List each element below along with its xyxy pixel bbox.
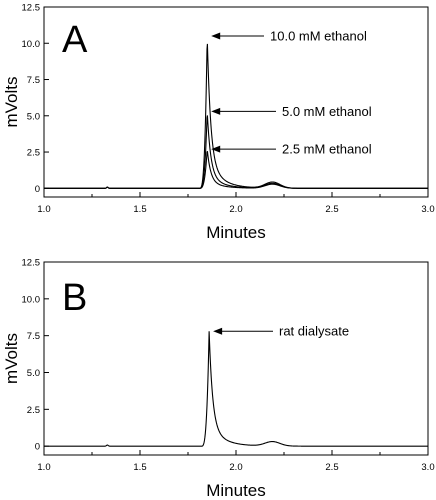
x-tick-label: 2.0 — [229, 204, 242, 215]
y-tick-label: 12.5 — [22, 3, 41, 14]
annotation-arrowhead — [213, 328, 222, 335]
y-tick-label: 2.5 — [27, 405, 40, 416]
x-axis-title: Minutes — [206, 481, 266, 500]
x-tick-label: 2.0 — [229, 462, 242, 473]
y-tick-label: 5.0 — [27, 111, 40, 122]
plot-frame — [44, 7, 428, 197]
x-tick-label: 1.5 — [133, 204, 146, 215]
y-axis-title: mVolts — [2, 333, 21, 384]
annotation-label: 10.0 mM ethanol — [270, 29, 367, 44]
y-tick-label: 0 — [35, 184, 40, 195]
y-tick-label: 12.5 — [22, 258, 41, 269]
annotation-label: rat dialysate — [279, 324, 349, 339]
annotation-arrowhead — [211, 108, 220, 115]
y-tick-label: 7.5 — [27, 331, 40, 342]
series-line-1 — [44, 331, 428, 446]
y-tick-label: 7.5 — [27, 75, 40, 86]
annotation-label: 2.5 mM ethanol — [282, 142, 372, 157]
panel-letter: A — [62, 19, 88, 61]
annotation-label: 5.0 mM ethanol — [282, 104, 372, 119]
panel-letter: B — [62, 277, 87, 319]
x-axis-title: Minutes — [206, 223, 266, 242]
x-tick-label: 1.0 — [37, 462, 50, 473]
panel-a: 1.0 1.5 2.0 2.5 3.0 0 2.5 5.0 7.5 10.0 12.5 Minutes… — [2, 3, 435, 243]
y-tick-label: 10.0 — [22, 294, 41, 305]
y-tick-label: 0 — [35, 442, 40, 453]
panel-b: 1.0 1.5 2.0 2.5 3.0 0 2.5 5.0 7.5 10.0 12.5 Minutes… — [2, 258, 435, 500]
plot-frame — [44, 262, 428, 455]
x-tick-label: 1.0 — [37, 204, 50, 215]
series-line-3 — [44, 151, 428, 188]
y-tick-label: 10.0 — [22, 39, 41, 50]
x-tick-label: 3.0 — [421, 462, 434, 473]
x-tick-label: 2.5 — [325, 204, 338, 215]
x-tick-label: 3.0 — [421, 204, 434, 215]
annotation-arrowhead — [211, 33, 220, 40]
y-tick-label: 2.5 — [27, 148, 40, 159]
x-tick-label: 1.5 — [133, 462, 146, 473]
y-axis-title: mVolts — [2, 76, 21, 127]
x-tick-label: 2.5 — [325, 462, 338, 473]
y-tick-label: 5.0 — [27, 368, 40, 379]
